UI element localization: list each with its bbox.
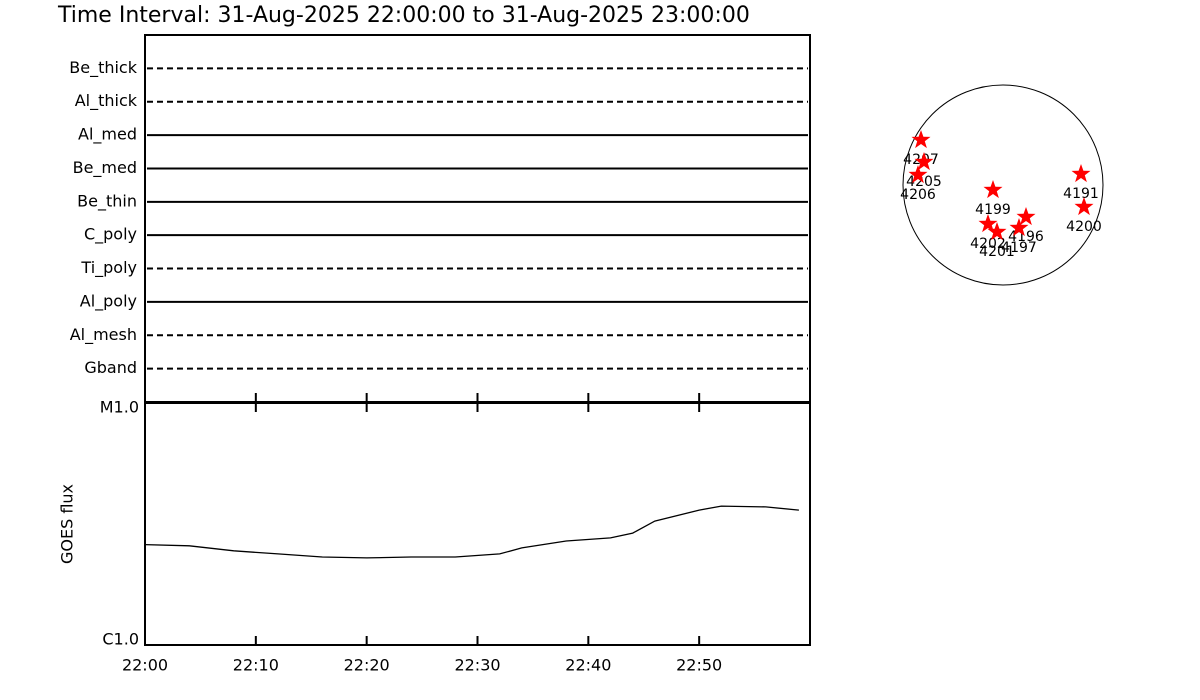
solar-disk (902, 84, 1104, 286)
filter-label: Al_mesh (70, 325, 137, 345)
filter-label: Al_poly (80, 291, 137, 311)
region-star (914, 152, 934, 171)
x-tick-label: 22:30 (454, 656, 500, 675)
region-star (1071, 164, 1091, 183)
region-star (978, 214, 998, 233)
x-tick-label: 22:00 (122, 656, 168, 675)
filter-label: Ti_poly (80, 258, 137, 278)
region-star (911, 130, 931, 149)
y-axis-label: GOES flux (58, 484, 77, 564)
region-star (1016, 207, 1036, 226)
filter-label: Be_thin (77, 191, 137, 211)
filter-label: Be_thick (69, 58, 137, 78)
filter-label: C_poly (84, 225, 137, 245)
chart-title: Time Interval: 31-Aug-2025 22:00:00 to 3… (57, 3, 750, 28)
x-tick-label: 22:50 (676, 656, 722, 675)
x-tick-label: 22:40 (565, 656, 611, 675)
region-label: 4201 (979, 244, 1015, 260)
region-label: 4199 (975, 202, 1011, 218)
filter-label: Al_thick (75, 91, 138, 111)
region-label: 4202 (970, 236, 1006, 252)
region-label: 4200 (1066, 219, 1102, 235)
region-star (1009, 218, 1029, 237)
region-star (908, 165, 928, 184)
region-star (987, 222, 1007, 241)
region-label: 4197 (1001, 240, 1037, 256)
region-star (983, 180, 1003, 199)
filter-label: Be_med (73, 158, 137, 178)
y-tick-label: M1.0 (100, 398, 139, 417)
y-tick-label: C1.0 (102, 630, 139, 649)
x-tick-label: 22:10 (233, 656, 279, 675)
region-label: 4206 (900, 187, 936, 203)
filter-label: Al_med (78, 125, 137, 145)
region-star (1074, 197, 1094, 216)
goes-line (144, 505, 799, 559)
filter-label: Gband (84, 358, 137, 377)
region-label: 4191 (1063, 186, 1099, 202)
x-tick-label: 22:20 (344, 656, 390, 675)
